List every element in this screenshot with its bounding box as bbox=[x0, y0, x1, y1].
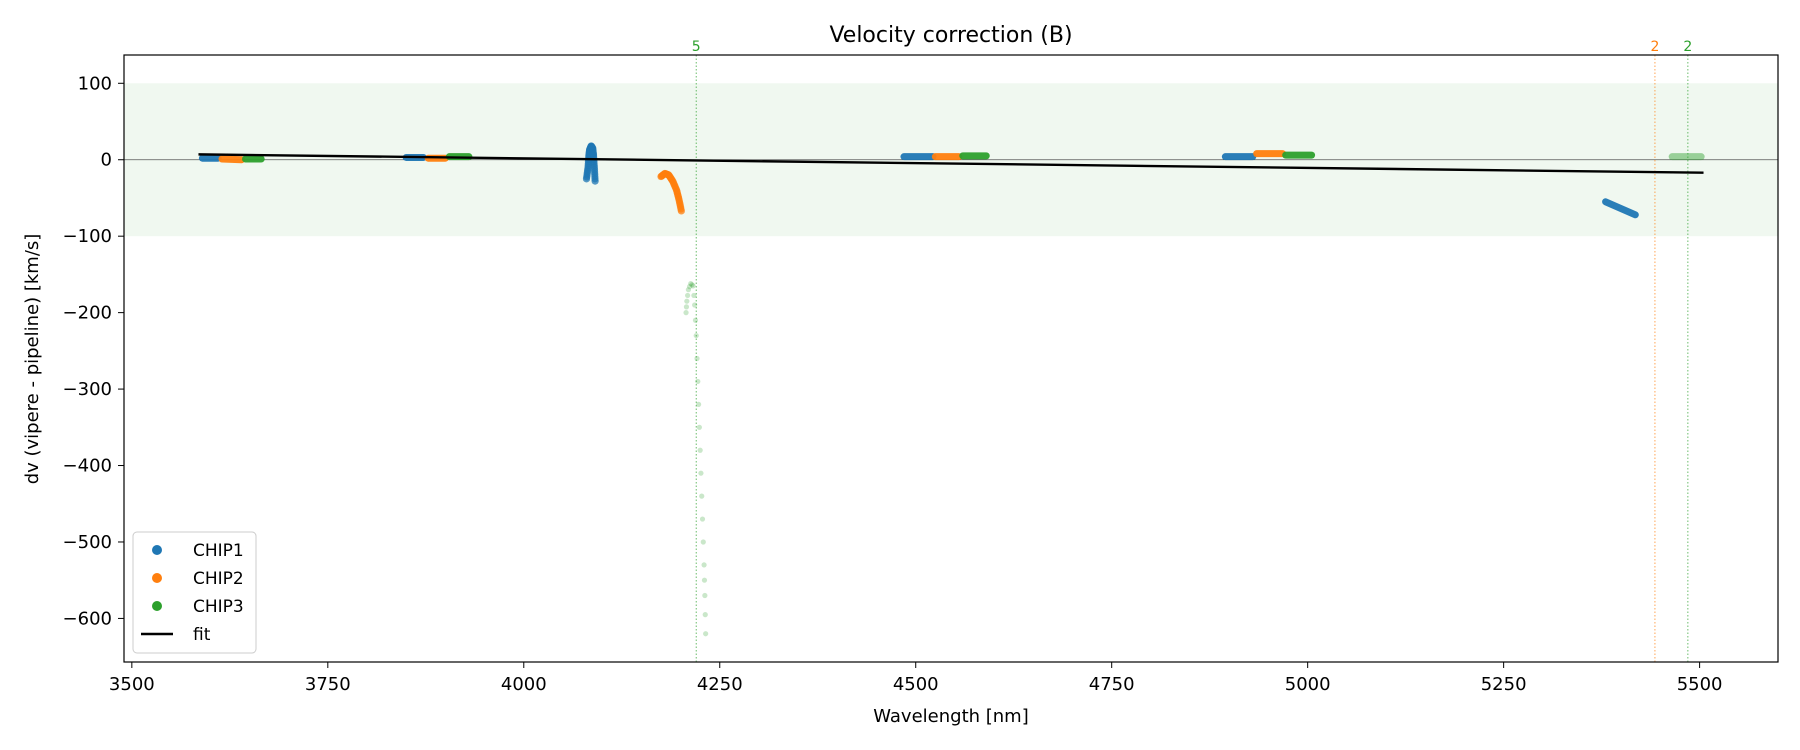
vline-label-2: 2 bbox=[1683, 39, 1692, 55]
point-chip3-2-12-0 bbox=[702, 592, 708, 599]
point-chip3-2-5-0 bbox=[692, 302, 698, 308]
segment-chip2-1 bbox=[218, 155, 246, 164]
point-chip3-2-8-1 bbox=[697, 447, 703, 453]
y-tick-label-4: −300 bbox=[63, 379, 112, 400]
y-tick-label-5: −400 bbox=[63, 456, 112, 477]
point-chip3-2-2-0 bbox=[685, 287, 691, 293]
x-tick-label-7: 5250 bbox=[1481, 674, 1527, 695]
y-tick-label-0: 100 bbox=[78, 73, 112, 94]
point-chip3-2-11-1 bbox=[701, 577, 708, 583]
point-chip3-2-1-0 bbox=[684, 298, 690, 304]
point-chip3-2-3-1 bbox=[689, 282, 695, 288]
x-tick-label-2: 4000 bbox=[501, 674, 547, 695]
legend-label-chip3: CHIP3 bbox=[193, 597, 244, 617]
y-tick-label-6: −500 bbox=[63, 532, 112, 553]
y-tick-label-2: −100 bbox=[63, 226, 112, 247]
x-tick-label-4: 4500 bbox=[893, 674, 939, 695]
point-chip3-2-10-1 bbox=[700, 539, 706, 545]
legend-box bbox=[132, 531, 257, 654]
x-tick-label-5: 4750 bbox=[1089, 674, 1135, 695]
point-chip3-2-3-0 bbox=[688, 280, 694, 287]
y-tick-label-1: 0 bbox=[101, 150, 112, 171]
point-chip3-2-0-1 bbox=[683, 304, 690, 310]
vline-label-1: 2 bbox=[1650, 39, 1659, 55]
point-chip3-2-7-1 bbox=[695, 401, 702, 407]
legend-swatch-chip2 bbox=[152, 573, 162, 583]
point-chip3-2-9-1 bbox=[699, 493, 705, 499]
x-tick-label-3: 4250 bbox=[697, 674, 743, 695]
point-chip3-2-2-1 bbox=[686, 284, 693, 290]
point-chip3-2-11-0 bbox=[701, 562, 707, 568]
point-chip3-2-4-1 bbox=[691, 292, 697, 299]
point-chip3-2-0-0 bbox=[683, 310, 689, 316]
x-tick-label-1: 3750 bbox=[305, 674, 351, 695]
point-chip1-0-end bbox=[591, 177, 599, 185]
point-chip2-1-end bbox=[677, 207, 685, 215]
legend-swatch-chip3 bbox=[152, 601, 162, 611]
x-tick-label-8: 5500 bbox=[1677, 674, 1723, 695]
point-chip3-2-7-0 bbox=[695, 378, 701, 385]
point-chip3-2-5-1 bbox=[692, 317, 699, 323]
chart-title: Velocity correction (B) bbox=[829, 23, 1072, 48]
x-tick-label-0: 3500 bbox=[109, 674, 155, 695]
point-chip3-2-10-0 bbox=[699, 516, 706, 522]
legend-label-chip1: CHIP1 bbox=[193, 541, 244, 561]
data-layer bbox=[198, 142, 1705, 637]
point-chip3-2-8-0 bbox=[696, 424, 702, 430]
point-chip3-2-1-1 bbox=[685, 292, 691, 299]
y-tick-label-3: −200 bbox=[63, 303, 112, 324]
plot-frame bbox=[123, 54, 1779, 663]
x-tick-label-6: 5000 bbox=[1285, 674, 1331, 695]
axes-layer: 3500 3750 4000 4250 4500 4750 5000 5250 5500 100 0… bbox=[63, 54, 1779, 695]
segment-chip1-12 bbox=[1602, 198, 1639, 219]
legend: CHIP1 CHIP2 CHIP3 fit bbox=[132, 531, 257, 654]
point-chip3-2-9-0 bbox=[698, 470, 704, 476]
fit-line bbox=[198, 153, 1704, 174]
legend-label-chip2: CHIP2 bbox=[193, 569, 244, 589]
point-chip3-2-6-0 bbox=[693, 332, 699, 339]
legend-label-fit: fit bbox=[193, 625, 211, 645]
y-axis-label: dv (vipere - pipeline) [km/s] bbox=[22, 234, 43, 485]
vline-label-0: 5 bbox=[692, 39, 701, 55]
point-chip3-2-4-0 bbox=[690, 283, 696, 289]
y-tick-label-7: −600 bbox=[63, 608, 112, 629]
point-chip3-2-6-1 bbox=[694, 355, 700, 362]
x-axis-label: Wavelength [nm] bbox=[873, 706, 1029, 727]
vertical-marker-layer: 5 2 2 bbox=[692, 39, 1692, 662]
point-chip3-2-12-1 bbox=[702, 612, 708, 618]
legend-swatch-chip1 bbox=[152, 545, 162, 555]
point-chip3-2-end bbox=[703, 631, 709, 637]
